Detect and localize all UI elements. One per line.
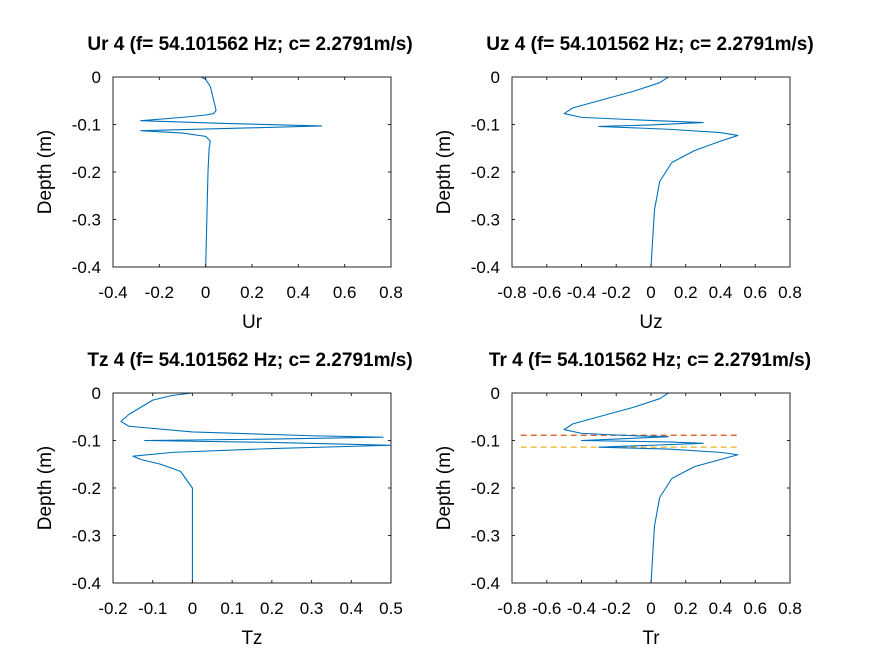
y-tick-label: -0.2: [471, 163, 500, 182]
plot-title: Uz 4 (f= 54.101562 Hz; c= 2.2791m/s): [486, 34, 813, 55]
x-tick-label: 0.2: [674, 283, 698, 302]
y-tick-label: 0: [92, 68, 101, 87]
y-tick-label: -0.3: [72, 527, 101, 546]
plot-title: Tz 4 (f= 54.101562 Hz; c= 2.2791m/s): [87, 350, 412, 371]
y-tick-label: -0.3: [471, 527, 500, 546]
plot-panel-ur: Ur 4 (f= 54.101562 Hz; c= 2.2791m/s) -0.4…: [35, 34, 413, 333]
plot-title: Tr 4 (f= 54.101562 Hz; c= 2.2791m/s): [489, 350, 811, 371]
x-tick-label: 0.4: [339, 599, 363, 618]
y-tick-label: 0: [491, 384, 500, 403]
y-tick-label: -0.4: [72, 258, 101, 277]
axes-frame: [511, 392, 791, 584]
axes-frame: [511, 76, 791, 268]
y-tick-label: 0: [491, 68, 500, 87]
x-tick-label: -0.4: [567, 283, 596, 302]
y-tick-label: -0.1: [471, 116, 500, 135]
axes-frame: [112, 392, 392, 584]
x-tick-label: -0.2: [98, 599, 127, 618]
x-tick-label: 0: [646, 599, 655, 618]
y-tick-label: -0.3: [72, 211, 101, 230]
x-tick-label: 0.2: [674, 599, 698, 618]
x-tick-label: 0.1: [220, 599, 244, 618]
x-tick-label: -0.8: [497, 599, 526, 618]
series-line-0: [120, 393, 391, 583]
x-tick-label: -0.6: [532, 283, 561, 302]
x-axis-label: Ur: [242, 312, 263, 333]
plot-title: Ur 4 (f= 54.101562 Hz; c= 2.2791m/s): [87, 34, 412, 55]
x-tick-label: 0.8: [778, 283, 802, 302]
x-tick-label: 0.4: [709, 283, 733, 302]
x-tick-label: 0.4: [709, 599, 733, 618]
plot-panel-tz: Tz 4 (f= 54.101562 Hz; c= 2.2791m/s) -0.2…: [35, 350, 413, 649]
y-tick-label: -0.1: [72, 432, 101, 451]
y-tick-label: -0.2: [471, 479, 500, 498]
y-axis-label: Depth (m): [434, 446, 455, 530]
x-axis-label: Uz: [639, 312, 662, 333]
x-tick-label: -0.2: [145, 283, 174, 302]
series-line-0: [140, 77, 323, 267]
x-tick-label: 0.5: [379, 599, 403, 618]
x-tick-label: 0.4: [287, 283, 311, 302]
y-axis-label: Depth (m): [434, 130, 455, 214]
y-tick-label: -0.2: [72, 163, 101, 182]
x-axis-label: Tr: [642, 628, 660, 649]
x-tick-label: -0.1: [138, 599, 167, 618]
x-tick-label: 0.2: [240, 283, 264, 302]
x-tick-label: 0.6: [743, 599, 767, 618]
plot-panel-tr: Tr 4 (f= 54.101562 Hz; c= 2.2791m/s) -0.8…: [434, 350, 811, 649]
x-tick-label: 0.2: [260, 599, 284, 618]
x-tick-label: 0: [201, 283, 210, 302]
y-tick-label: -0.4: [471, 574, 500, 593]
x-tick-label: -0.4: [98, 283, 127, 302]
y-tick-label: 0: [92, 384, 101, 403]
x-tick-label: -0.2: [602, 283, 631, 302]
x-axis-label: Tz: [241, 628, 262, 649]
x-tick-label: 0.8: [379, 283, 403, 302]
x-tick-label: 0.3: [300, 599, 324, 618]
y-axis-label: Depth (m): [35, 446, 56, 530]
y-axis-label: Depth (m): [35, 130, 56, 214]
y-tick-label: -0.1: [72, 116, 101, 135]
x-tick-label: 0.6: [333, 283, 357, 302]
y-tick-label: -0.1: [471, 432, 500, 451]
axes-frame: [112, 76, 392, 268]
x-tick-label: 0: [646, 283, 655, 302]
x-tick-label: 0.6: [743, 283, 767, 302]
x-tick-label: 0: [188, 599, 197, 618]
series-line-0: [563, 77, 739, 267]
x-tick-label: -0.2: [602, 599, 631, 618]
plot-panel-uz: Uz 4 (f= 54.101562 Hz; c= 2.2791m/s) -0.8…: [434, 34, 814, 333]
y-tick-label: -0.4: [72, 574, 101, 593]
y-tick-label: -0.4: [471, 258, 500, 277]
x-tick-label: -0.6: [532, 599, 561, 618]
x-tick-label: -0.4: [567, 599, 596, 618]
y-tick-label: -0.3: [471, 211, 500, 230]
series-line-0: [563, 393, 739, 583]
x-tick-label: 0.8: [778, 599, 802, 618]
x-tick-label: -0.8: [497, 283, 526, 302]
y-tick-label: -0.2: [72, 479, 101, 498]
